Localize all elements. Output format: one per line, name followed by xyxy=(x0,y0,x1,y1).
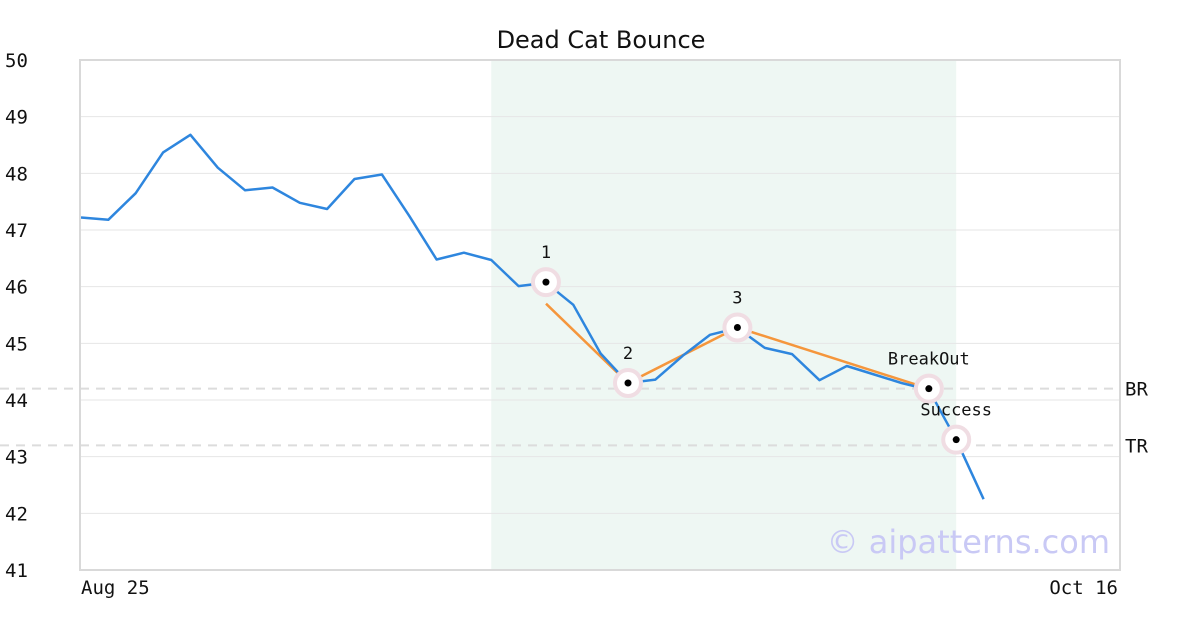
marker-point xyxy=(542,278,550,286)
y-tick-label: 45 xyxy=(5,333,28,355)
plot-frame xyxy=(79,59,1121,571)
x-tick-label: Oct 16 xyxy=(1049,577,1118,599)
marker-label: BreakOut xyxy=(888,350,970,370)
chart-title: Dead Cat Bounce xyxy=(497,26,706,54)
y-tick-label: 49 xyxy=(5,107,28,129)
axes: 41 42 43 44 45 46 47 48 49 50 Aug 25 Oct 16 xyxy=(5,50,1121,599)
highlight-band xyxy=(491,60,957,570)
marker-point xyxy=(952,436,960,444)
plot-background xyxy=(491,60,957,570)
marker-label: Success xyxy=(920,401,992,421)
reference-line-label: BR xyxy=(1125,379,1148,401)
marker-point xyxy=(624,379,632,387)
marker-label: 1 xyxy=(541,243,551,263)
y-tick-label: 48 xyxy=(5,163,28,185)
y-tick-label: 41 xyxy=(5,560,28,582)
y-tick-label: 44 xyxy=(5,390,28,412)
y-tick-label: 43 xyxy=(5,447,28,469)
marker-point xyxy=(733,323,741,331)
marker-label: 2 xyxy=(623,344,633,364)
pattern-markers: 1 2 3 BreakOut Success xyxy=(530,243,992,455)
marker-label: 3 xyxy=(732,288,742,308)
x-tick-label: Aug 25 xyxy=(81,577,150,599)
watermark: © aipatterns.com xyxy=(827,523,1110,561)
y-tick-label: 46 xyxy=(5,277,28,299)
y-tick-label: 47 xyxy=(5,220,28,242)
y-tick-label: 42 xyxy=(5,503,28,525)
y-tick-label: 50 xyxy=(5,50,28,72)
marker-point xyxy=(925,385,933,393)
reference-line-label: TR xyxy=(1125,435,1148,457)
